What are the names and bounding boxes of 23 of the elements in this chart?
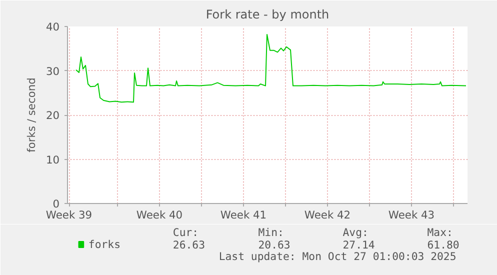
y-axis-title: forks / second <box>24 78 38 152</box>
line-series <box>76 34 466 103</box>
text: Avg: <box>342 226 368 239</box>
y-tick-label: 10 <box>46 153 60 166</box>
y-tick-label: 0 <box>52 198 60 210</box>
x-tick-label: Week 41 <box>220 208 267 222</box>
text: Cur: <box>172 226 199 239</box>
text: 26.63 <box>172 238 206 252</box>
y-tick-label: 20 <box>46 109 60 122</box>
chart-title: Fork rate - by month <box>206 8 330 22</box>
y-tick-label: 30 <box>46 64 60 78</box>
text: Last update: Mon Oct 27 01:00:03 2025 <box>218 250 456 263</box>
x-tick-label: Week 39 <box>46 208 92 222</box>
text: 20.63 <box>258 238 290 252</box>
text: Max: <box>427 226 453 239</box>
text: 27.14 <box>342 238 375 252</box>
x-tick-label: Week 40 <box>136 208 183 222</box>
text: 61.80 <box>427 238 460 252</box>
y-tick-label: 40 <box>46 20 60 34</box>
text: Min: <box>258 226 284 239</box>
x-tick-label: Week 43 <box>388 208 435 222</box>
legend-label: forks <box>88 238 121 251</box>
x-tick-label: Week 42 <box>304 208 351 222</box>
